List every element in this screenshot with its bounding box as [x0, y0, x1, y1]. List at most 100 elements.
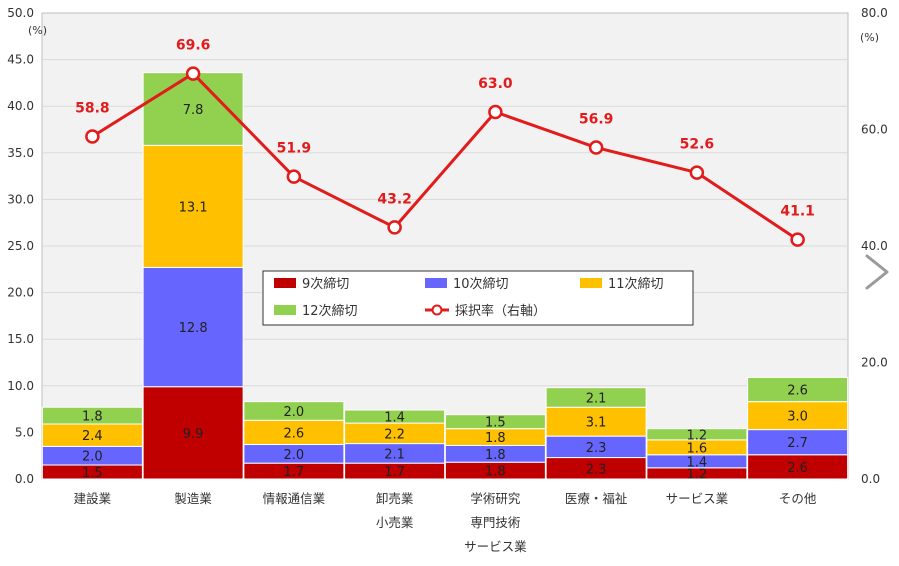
bar-value-label: 1.8 — [485, 431, 506, 446]
bar-value-label: 1.7 — [284, 465, 305, 480]
legend-swatch — [274, 305, 296, 315]
category-label: その他 — [779, 491, 817, 506]
rate-line-path — [91, 72, 799, 241]
bar-value-label: 2.6 — [787, 461, 808, 476]
bar-value-label: 1.6 — [687, 441, 708, 456]
bar-segment — [545, 387, 647, 408]
rate-point — [387, 220, 402, 235]
legend-line-marker — [431, 304, 443, 316]
bar-value-label: 2.3 — [586, 441, 607, 456]
legend: 9次締切 10次締切 11次締切 12次締切 採択率（右軸） — [262, 270, 694, 326]
bar-value-label: 12.8 — [179, 321, 208, 336]
bar-value-label: 1.5 — [485, 416, 506, 431]
category-label: 情報通信業 — [263, 491, 326, 506]
category-label: 卸売業 — [376, 491, 414, 506]
rate-label: 58.8 — [75, 100, 110, 116]
rate-point — [488, 104, 503, 120]
bar-value-label: 2.1 — [586, 391, 607, 406]
category-label: 医療・福祉 — [565, 491, 628, 506]
bar-value-label: 2.7 — [787, 436, 808, 451]
rate-point — [85, 129, 100, 144]
rate-point — [790, 232, 805, 247]
bar-segment — [747, 376, 849, 403]
right-axis-unit: (%) — [860, 31, 879, 44]
bar-value-label: 1.8 — [485, 465, 506, 480]
left-axis-tick: 25.0 — [7, 239, 34, 253]
left-axis-tick: 5.0 — [15, 425, 34, 439]
legend-label: 11次締切 — [608, 276, 664, 292]
rate-label: 52.6 — [680, 137, 715, 153]
bar-value-label: 3.1 — [586, 416, 607, 431]
legend-label: 12次締切 — [302, 303, 358, 319]
bar-segment — [41, 406, 143, 425]
bar-value-label: 2.0 — [284, 405, 305, 420]
category-label: 建設業 — [74, 491, 112, 506]
left-axis-tick: 10.0 — [7, 379, 34, 393]
bar-segment — [545, 406, 647, 437]
bar-value-label: 1.5 — [82, 466, 103, 481]
bar-segment — [243, 401, 345, 421]
category-label: 学術研究 — [470, 491, 521, 506]
category-label: サービス業 — [666, 491, 729, 506]
bar-value-label: 3.0 — [787, 410, 808, 425]
legend-label: 10次締切 — [453, 276, 509, 292]
rate-label: 43.2 — [377, 191, 412, 207]
category-label: サービス業 — [464, 539, 527, 554]
rate-label: 63.0 — [478, 76, 513, 92]
category-label: 製造業 — [174, 491, 212, 506]
bar-segment — [344, 409, 446, 424]
next-chevron-button[interactable] — [857, 250, 897, 294]
rate-point — [286, 169, 302, 184]
left-axis-tick: 50.0 — [7, 6, 34, 20]
bar-value-label: 1.7 — [384, 465, 405, 480]
bar-value-label: 1.8 — [485, 448, 506, 463]
rate-point — [689, 165, 705, 180]
legend-box — [262, 270, 694, 326]
bar-value-label: 9.9 — [183, 427, 204, 442]
bars: 1.52.02.41.89.912.813.17.81.72.02.62.01.… — [41, 72, 849, 482]
bar-value-label: 1.4 — [384, 411, 405, 426]
bar-value-label: 2.4 — [82, 429, 103, 444]
bar-segment — [243, 419, 345, 446]
right-axis-tick: 0.0 — [861, 472, 880, 486]
bar-value-label: 1.2 — [687, 428, 708, 443]
bar-value-label: 1.2 — [687, 467, 708, 482]
rate-label: 41.1 — [780, 204, 815, 220]
category-label: 小売業 — [376, 515, 414, 530]
axes: 0.0 5.0 10.0 15.0 20.0 25.0 30.0 35.0 40.0 45.0 50… — [7, 6, 887, 554]
bar-value-label: 2.2 — [384, 427, 405, 442]
legend-swatch — [274, 278, 296, 288]
bar-value-label: 2.1 — [384, 447, 405, 462]
bar-segment — [646, 428, 748, 441]
bar-value-label: 2.6 — [787, 384, 808, 399]
bar-value-label: 2.0 — [82, 450, 103, 465]
bar-value-label: 1.8 — [82, 410, 103, 425]
rate-label: 51.9 — [277, 141, 312, 157]
left-axis-tick: 30.0 — [7, 192, 34, 206]
bar-segment — [142, 386, 244, 480]
category-label: 専門技術 — [470, 515, 520, 530]
legend-swatch — [580, 278, 602, 288]
left-axis-tick: 40.0 — [7, 99, 34, 113]
bar-value-label: 2.0 — [284, 448, 305, 463]
left-axis-tick: 35.0 — [7, 146, 34, 160]
left-axis-tick: 15.0 — [7, 332, 34, 346]
chevron-right-icon — [863, 252, 891, 292]
rate-label: 56.9 — [579, 112, 614, 128]
legend-label: 採択率（右軸） — [455, 303, 546, 319]
left-axis-tick: 20.0 — [7, 286, 34, 300]
legend-label: 9次締切 — [302, 276, 349, 292]
bar-segment — [747, 429, 849, 456]
rate-label: 69.6 — [176, 38, 211, 54]
left-axis-tick: 0.0 — [15, 472, 34, 486]
right-axis-tick: 80.0 — [861, 6, 888, 20]
rate-line: 58.8 69.6 51.9 43.2 63.0 56.9 52.6 41.1 — [75, 38, 815, 247]
bar-value-label: 1.4 — [687, 455, 708, 470]
bar-value-label: 2.6 — [284, 426, 305, 441]
right-axis-tick: 40.0 — [861, 239, 888, 253]
left-axis-tick: 45.0 — [7, 53, 34, 67]
legend-swatch — [425, 278, 447, 288]
bar-segment — [142, 266, 244, 388]
bar-segment — [142, 144, 244, 268]
